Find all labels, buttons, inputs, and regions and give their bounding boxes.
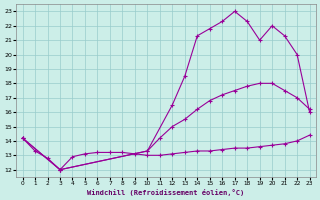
X-axis label: Windchill (Refroidissement éolien,°C): Windchill (Refroidissement éolien,°C) xyxy=(87,189,245,196)
